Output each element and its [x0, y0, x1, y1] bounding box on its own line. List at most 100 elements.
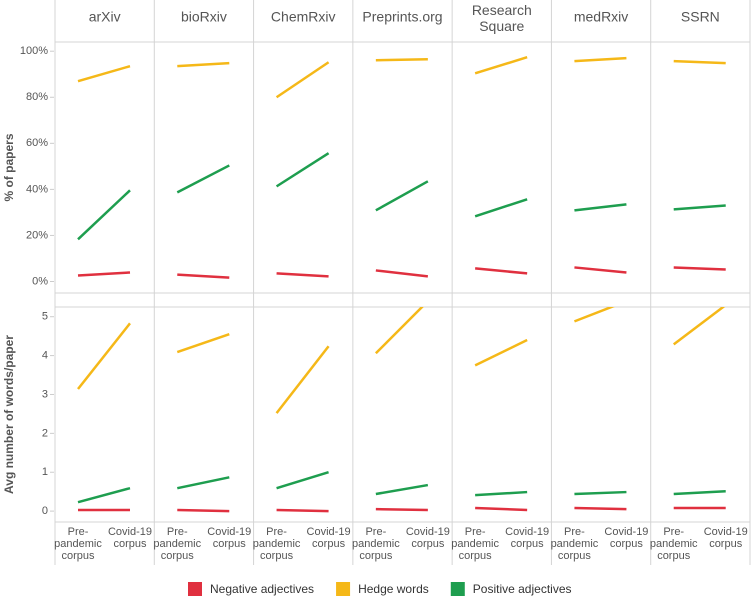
series-line [177, 508, 230, 513]
x-tick-label: corpus [113, 538, 147, 550]
series-line [474, 338, 528, 367]
series-line [275, 61, 330, 99]
legend-label: Negative adjectives [210, 582, 314, 596]
y-tick-label: 0% [32, 275, 48, 287]
x-tick-label: corpus [511, 538, 545, 550]
series-line [176, 164, 230, 194]
panel-title: Research Square [472, 2, 532, 34]
series-line [77, 322, 131, 390]
x-tick-label: Covid-19 [108, 526, 152, 538]
x-tick-label: pandemic [650, 538, 698, 550]
x-tick-label: Covid-19 [406, 526, 450, 538]
y-axis-title: % of papers [2, 133, 16, 201]
x-tick-label: pandemic [253, 538, 301, 550]
series-line [673, 204, 726, 211]
plot-area [77, 307, 726, 513]
x-tick-label: corpus [657, 550, 691, 562]
legend-swatch [336, 582, 351, 596]
series-line [177, 273, 230, 279]
x-tick-label: Covid-19 [207, 526, 251, 538]
x-tick-label: Covid-19 [505, 526, 549, 538]
y-tick-label: 20% [26, 229, 48, 241]
y-tick-label: 100% [20, 45, 48, 57]
x-tick-label: corpus [459, 550, 493, 562]
series-line [276, 272, 329, 278]
series-line [77, 486, 131, 504]
x-tick-label: corpus [558, 550, 592, 562]
series-line [375, 483, 429, 496]
series-line [673, 266, 726, 271]
x-tick-label: Pre- [564, 526, 585, 538]
legend-swatch [450, 582, 465, 596]
y-tick-label: 40% [26, 183, 48, 195]
series-line [475, 506, 528, 512]
panel-title: arXiv [89, 9, 121, 25]
series-line [177, 61, 230, 68]
y-axis-title: Avg number of words/paper [2, 335, 16, 494]
x-tick-label: Pre- [365, 526, 386, 538]
series-line [574, 490, 627, 496]
series-line [475, 267, 528, 275]
series-line [574, 56, 627, 63]
x-tick-label: pandemic [153, 538, 201, 550]
y-tick-label: 4 [42, 350, 48, 362]
series-line [77, 64, 131, 83]
x-tick-label: corpus [359, 550, 393, 562]
series-line [573, 307, 615, 323]
x-tick-label: corpus [161, 550, 195, 562]
panel-title: ChemRxiv [271, 9, 336, 25]
series-line [673, 59, 726, 65]
series-line [275, 152, 330, 188]
panel-title: medRxiv [574, 9, 628, 25]
x-tick-label: pandemic [54, 538, 102, 550]
x-tick-label: Pre- [167, 526, 188, 538]
y-tick-label: 2 [42, 427, 48, 439]
panel-title: SSRN [681, 9, 720, 25]
panel-title: Preprints.org [362, 9, 442, 25]
x-tick-label: corpus [610, 538, 644, 550]
x-tick-label: corpus [411, 538, 445, 550]
series-line [474, 198, 528, 218]
x-tick-label: Pre- [68, 526, 89, 538]
x-tick-label: pandemic [352, 538, 400, 550]
legend-swatch [188, 582, 202, 596]
x-tick-label: Pre- [663, 526, 684, 538]
series-line [176, 333, 230, 354]
series-line [672, 307, 726, 346]
y-tick-label: 3 [42, 388, 48, 400]
x-tick-label: Pre- [465, 526, 486, 538]
legend-label: Hedge words [358, 582, 429, 596]
series-line [177, 476, 230, 490]
panel-title: bioRxiv [181, 9, 227, 25]
y-tick-label: 1 [42, 466, 48, 478]
plot-area [77, 56, 726, 279]
x-tick-label: corpus [312, 538, 346, 550]
y-tick-label: 0 [42, 505, 48, 517]
series-line [375, 507, 428, 512]
y-tick-label: 80% [26, 91, 48, 103]
series-line [374, 307, 424, 355]
x-tick-label: Covid-19 [704, 526, 748, 538]
series-line [574, 203, 627, 212]
x-tick-label: corpus [61, 550, 95, 562]
series-line [77, 189, 131, 241]
series-line [574, 506, 627, 511]
x-tick-label: corpus [260, 550, 294, 562]
series-line [275, 345, 330, 414]
series-line [276, 508, 329, 513]
x-tick-label: corpus [709, 538, 743, 550]
series-line [574, 266, 627, 274]
x-tick-label: pandemic [551, 538, 599, 550]
x-tick-label: corpus [213, 538, 247, 550]
series-line [375, 269, 429, 278]
series-line [375, 180, 429, 212]
x-tick-label: pandemic [451, 538, 499, 550]
x-tick-label: Covid-19 [307, 526, 351, 538]
series-line [276, 471, 329, 490]
x-tick-label: Pre- [266, 526, 287, 538]
x-tick-label: Covid-19 [604, 526, 648, 538]
y-tick-label: 60% [26, 137, 48, 149]
legend-label: Positive adjectives [473, 582, 572, 596]
series-line [77, 271, 131, 277]
